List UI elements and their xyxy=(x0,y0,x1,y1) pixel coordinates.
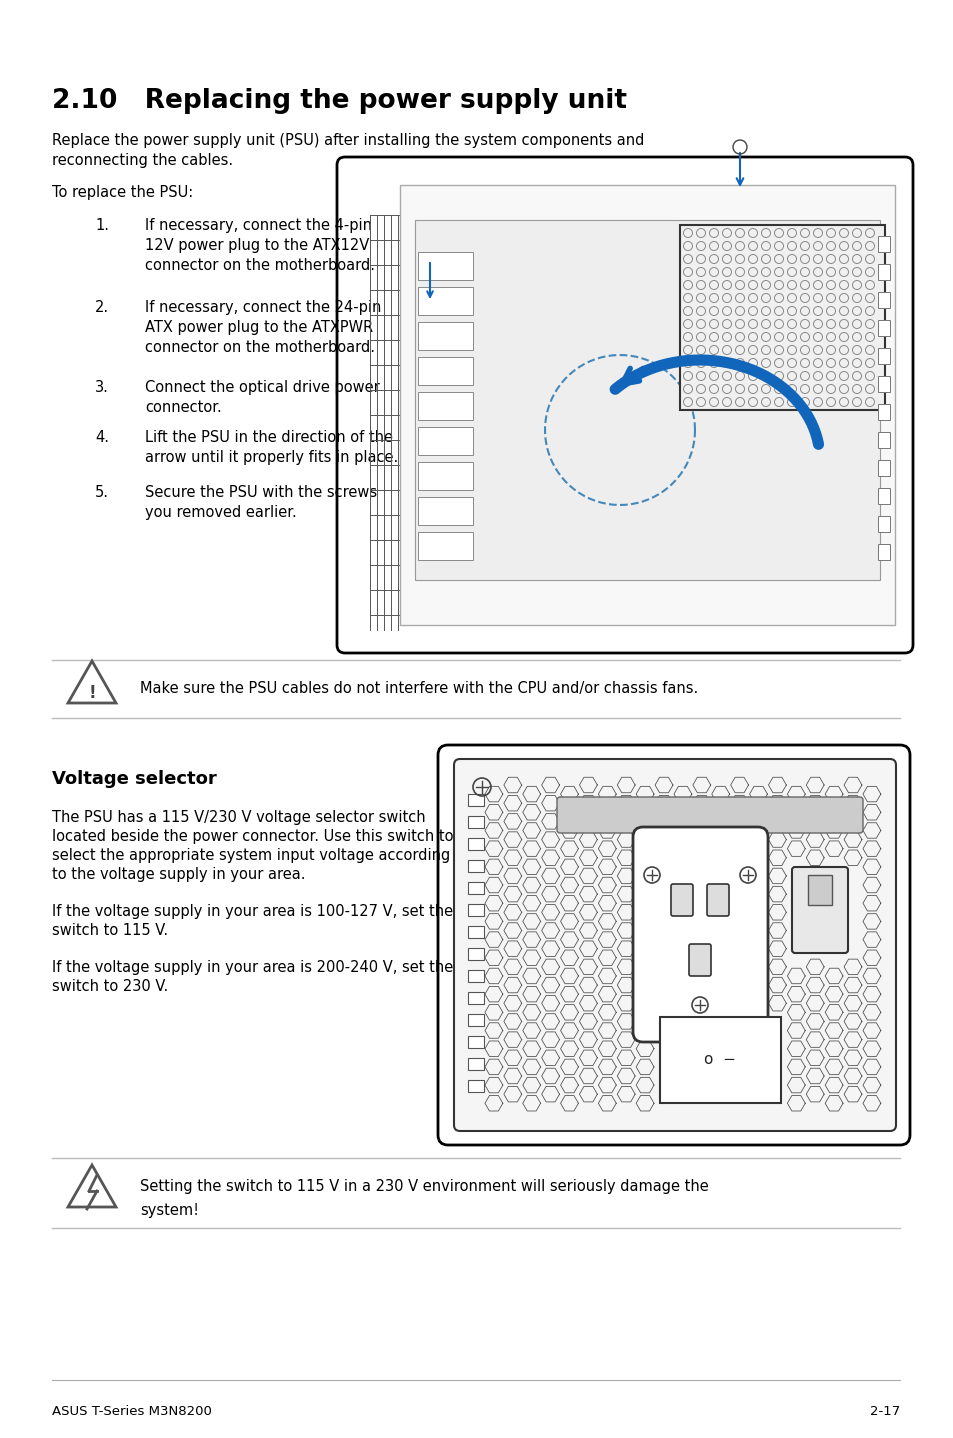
Bar xyxy=(468,948,483,961)
Text: switch to 230 V.: switch to 230 V. xyxy=(52,979,168,994)
Text: o  −: o − xyxy=(703,1053,735,1067)
Bar xyxy=(417,498,473,525)
Bar xyxy=(417,532,473,559)
Bar xyxy=(468,794,483,807)
Bar xyxy=(417,462,473,490)
Bar xyxy=(417,357,473,385)
FancyBboxPatch shape xyxy=(557,797,862,833)
Text: 2.: 2. xyxy=(95,301,109,315)
Bar xyxy=(877,375,889,393)
FancyBboxPatch shape xyxy=(791,867,847,953)
Text: If the voltage supply in your area is 100-127 V, set the: If the voltage supply in your area is 10… xyxy=(52,905,453,919)
Polygon shape xyxy=(68,1165,116,1206)
Bar xyxy=(877,431,889,449)
FancyBboxPatch shape xyxy=(437,745,909,1145)
Bar xyxy=(417,427,473,454)
Polygon shape xyxy=(68,661,116,703)
Bar xyxy=(417,322,473,349)
Text: If necessary, connect the 24-pin
ATX power plug to the ATXPWR
connector on the m: If necessary, connect the 24-pin ATX pow… xyxy=(145,301,381,355)
FancyBboxPatch shape xyxy=(659,1017,781,1103)
Bar xyxy=(468,1014,483,1025)
Text: If the voltage supply in your area is 200-240 V, set the: If the voltage supply in your area is 20… xyxy=(52,961,453,975)
Text: Make sure the PSU cables do not interfere with the CPU and/or chassis fans.: Make sure the PSU cables do not interfer… xyxy=(140,682,698,696)
Text: ASUS T-Series M3N8200: ASUS T-Series M3N8200 xyxy=(52,1405,212,1418)
Text: 3.: 3. xyxy=(95,380,109,395)
Text: Voltage selector: Voltage selector xyxy=(52,769,216,788)
Bar xyxy=(468,1035,483,1048)
Text: Secure the PSU with the screws
you removed earlier.: Secure the PSU with the screws you remov… xyxy=(145,485,376,519)
Text: Replace the power supply unit (PSU) after installing the system components and: Replace the power supply unit (PSU) afte… xyxy=(52,132,643,148)
Bar xyxy=(877,265,889,280)
Bar xyxy=(468,838,483,850)
Bar xyxy=(679,224,884,410)
Bar xyxy=(468,971,483,982)
Bar xyxy=(468,1058,483,1070)
FancyBboxPatch shape xyxy=(336,157,912,653)
FancyBboxPatch shape xyxy=(633,827,767,1043)
Text: Connect the optical drive power
connector.: Connect the optical drive power connecto… xyxy=(145,380,379,414)
Text: switch to 115 V.: switch to 115 V. xyxy=(52,923,168,938)
Bar xyxy=(877,460,889,476)
Text: The PSU has a 115 V/230 V voltage selector switch: The PSU has a 115 V/230 V voltage select… xyxy=(52,810,425,825)
Bar xyxy=(417,252,473,280)
Text: 2-17: 2-17 xyxy=(869,1405,899,1418)
Bar xyxy=(417,393,473,420)
Bar xyxy=(468,860,483,871)
Text: 4.: 4. xyxy=(95,430,109,444)
Text: Setting the switch to 115 V in a 230 V environment will seriously damage the: Setting the switch to 115 V in a 230 V e… xyxy=(140,1179,708,1194)
Text: Lift the PSU in the direction of the
arrow until it properly fits in place.: Lift the PSU in the direction of the arr… xyxy=(145,430,397,464)
Text: located beside the power connector. Use this switch to: located beside the power connector. Use … xyxy=(52,828,453,844)
Bar xyxy=(877,404,889,420)
Bar xyxy=(468,1080,483,1091)
Bar xyxy=(877,516,889,532)
Text: reconnecting the cables.: reconnecting the cables. xyxy=(52,152,233,168)
Bar xyxy=(877,292,889,308)
Text: !: ! xyxy=(88,684,95,702)
Bar xyxy=(468,881,483,894)
Bar xyxy=(877,321,889,336)
Polygon shape xyxy=(399,186,894,626)
FancyBboxPatch shape xyxy=(688,943,710,976)
Bar xyxy=(807,874,831,905)
Bar xyxy=(468,992,483,1004)
FancyBboxPatch shape xyxy=(454,759,895,1132)
Text: To replace the PSU:: To replace the PSU: xyxy=(52,186,193,200)
Text: If necessary, connect the 4-pin
12V power plug to the ATX12V
connector on the mo: If necessary, connect the 4-pin 12V powe… xyxy=(145,219,375,273)
Bar xyxy=(877,236,889,252)
Polygon shape xyxy=(415,220,879,580)
Bar xyxy=(877,348,889,364)
Text: system!: system! xyxy=(140,1204,199,1218)
Bar xyxy=(877,544,889,559)
Text: 1.: 1. xyxy=(95,219,109,233)
Bar xyxy=(468,815,483,828)
Text: 2.10   Replacing the power supply unit: 2.10 Replacing the power supply unit xyxy=(52,88,626,114)
Text: to the voltage supply in your area.: to the voltage supply in your area. xyxy=(52,867,305,881)
Bar xyxy=(468,905,483,916)
Text: select the appropriate system input voltage according: select the appropriate system input volt… xyxy=(52,848,450,863)
FancyBboxPatch shape xyxy=(670,884,692,916)
Bar xyxy=(417,288,473,315)
Text: 5.: 5. xyxy=(95,485,109,500)
Bar xyxy=(877,487,889,503)
FancyBboxPatch shape xyxy=(706,884,728,916)
Bar xyxy=(468,926,483,938)
